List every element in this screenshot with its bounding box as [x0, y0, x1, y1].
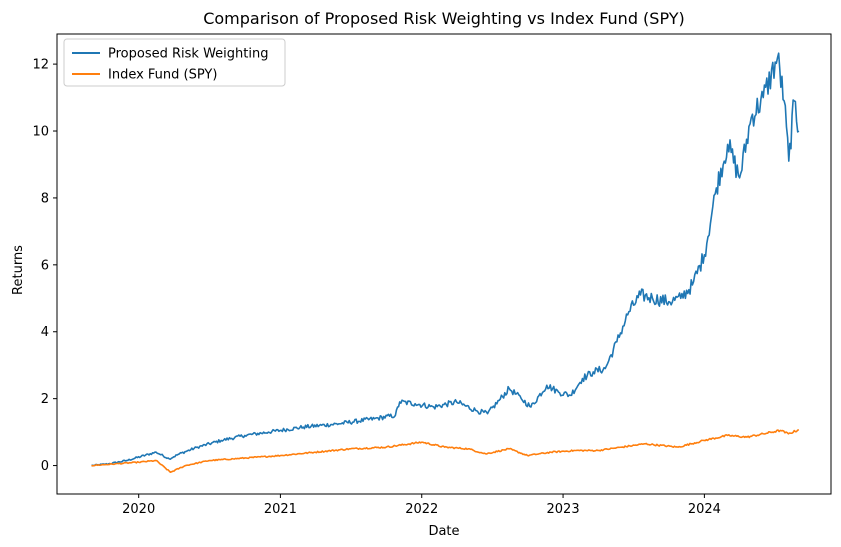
axes-frame [56, 33, 832, 495]
chart-title: Comparison of Proposed Risk Weighting vs… [203, 9, 685, 28]
plot-area: 2020 2021 2022 2023 2024 0 2 4 6 8 10 12 [32, 33, 832, 517]
y-tick-label: 12 [32, 58, 49, 73]
x-tick-label: 2023 [547, 502, 580, 517]
legend: Proposed Risk Weighting Index Fund (SPY) [63, 38, 286, 87]
y-axis-title: Returns [11, 245, 26, 295]
y-tick-label: 10 [32, 125, 49, 140]
legend-label: Proposed Risk Weighting [108, 47, 268, 62]
y-tick-label: 0 [41, 459, 49, 474]
axes-layer: 2020 2021 2022 2023 2024 0 2 4 6 8 10 12 [32, 33, 832, 517]
legend-box [63, 38, 286, 87]
x-tick-label: 2022 [405, 502, 438, 517]
x-tick-label: 2021 [264, 502, 297, 517]
x-tick-label: 2024 [688, 502, 721, 517]
y-tick-label: 8 [41, 191, 49, 206]
y-tick-label: 2 [41, 392, 49, 407]
series-line-proposed-risk-weighting [91, 52, 800, 467]
y-tick-label: 6 [41, 258, 49, 273]
y-tick-label: 4 [41, 325, 49, 340]
x-axis-title: Date [428, 524, 459, 539]
legend-label: Index Fund (SPY) [108, 68, 217, 83]
series-line-index-fund-spy [91, 429, 800, 474]
series-layer [91, 52, 800, 474]
x-tick-label: 2020 [122, 502, 155, 517]
